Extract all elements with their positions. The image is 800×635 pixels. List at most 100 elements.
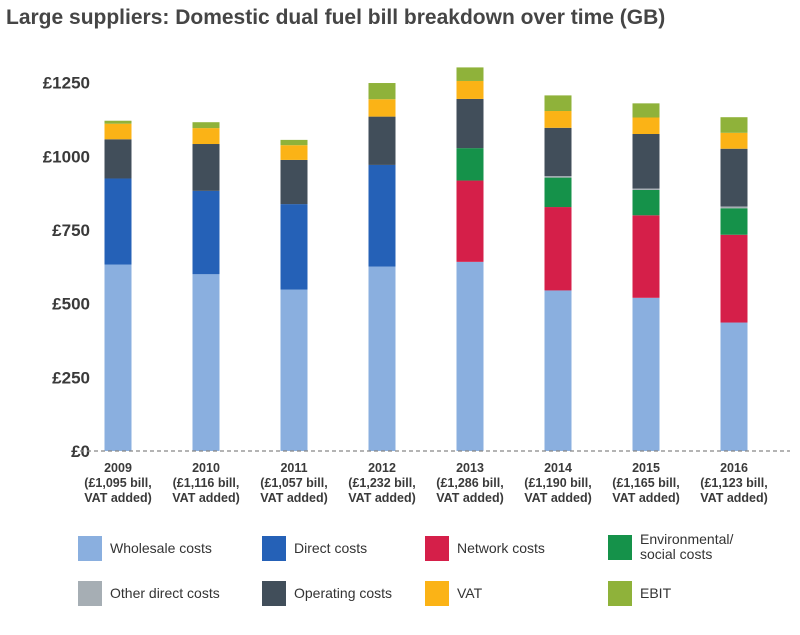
bar-segment-environmental-social-costs	[544, 177, 572, 208]
bar-segment-direct-costs	[192, 190, 220, 275]
legend-item: Network costs	[425, 536, 545, 561]
y-tick-label: £250	[52, 368, 90, 387]
bar-segment-ebit	[104, 120, 132, 124]
x-axis: 2009 (£1,095 bill, VAT added)2010 (£1,116 b…	[84, 461, 768, 505]
x-tick-label-line: (£1,286 bill,	[436, 476, 503, 490]
x-tick-label: 2011 (£1,057 bill, VAT added)	[260, 461, 328, 505]
bar-stack-2011	[280, 139, 308, 451]
bar-segment-ebit	[632, 103, 660, 118]
x-tick-label-line: (£1,095 bill,	[84, 476, 151, 490]
legend-label: Wholesale costs	[110, 540, 212, 556]
legend-item: Direct costs	[262, 536, 367, 561]
x-tick-label: 2014 (£1,190 bill, VAT added)	[524, 461, 592, 505]
x-tick-label-line: VAT added)	[348, 491, 416, 505]
bar-segment-wholesale-costs	[192, 274, 220, 451]
legend-swatch	[262, 581, 286, 606]
x-tick-label-line: 2010	[192, 461, 220, 475]
x-tick-label-line: 2016	[720, 461, 748, 475]
x-tick-label-line: (£1,232 bill,	[348, 476, 415, 490]
x-tick-label-line: VAT added)	[612, 491, 680, 505]
x-tick-label-line: VAT added)	[84, 491, 152, 505]
chart-title: Large suppliers: Domestic dual fuel bill…	[6, 6, 666, 29]
bar-segment-operating-costs	[720, 148, 748, 207]
bar-segment-vat	[104, 123, 132, 140]
bar-segment-operating-costs	[104, 139, 132, 179]
bar-segment-operating-costs	[632, 133, 660, 189]
bar-segment-other-direct-costs	[544, 176, 572, 178]
x-tick-label-line: 2009	[104, 461, 132, 475]
x-tick-label-line: 2012	[368, 461, 396, 475]
bar-stack-2015	[632, 103, 660, 451]
legend-item: Wholesale costs	[78, 536, 212, 561]
x-tick-label: 2010 (£1,116 bill, VAT added)	[172, 461, 240, 505]
bar-stack-2009	[104, 120, 132, 451]
bar-stack-2016	[720, 117, 748, 451]
x-tick-label-line: VAT added)	[700, 491, 768, 505]
legend-label: Operating costs	[294, 585, 393, 601]
bar-segment-wholesale-costs	[280, 289, 308, 451]
bar-segment-operating-costs	[280, 159, 308, 205]
bar-segment-vat	[456, 80, 484, 99]
y-tick-label: £1000	[43, 147, 90, 166]
x-tick-label-line: VAT added)	[436, 491, 504, 505]
legend-swatch	[78, 581, 102, 606]
y-tick-label: £500	[52, 295, 90, 314]
legend-swatch	[78, 536, 102, 561]
bar-segment-vat	[720, 132, 748, 149]
x-tick-label-line: (£1,165 bill,	[612, 476, 679, 490]
bar-segment-other-direct-costs	[720, 206, 748, 209]
bar-segment-wholesale-costs	[104, 264, 132, 451]
x-tick-label-line: 2011	[280, 461, 307, 475]
bar-segment-ebit	[368, 83, 396, 100]
chart-legend: Wholesale costs Direct costs Network costs…	[78, 530, 798, 630]
bar-segment-wholesale-costs	[368, 266, 396, 451]
legend-label: Network costs	[457, 540, 545, 556]
legend-item: Operating costs	[262, 581, 392, 606]
bar-segment-ebit	[720, 117, 748, 133]
bar-segment-ebit	[192, 122, 220, 129]
x-tick-label-line: (£1,116 bill,	[173, 476, 240, 490]
legend-swatch	[262, 536, 286, 561]
x-tick-label: 2012 (£1,232 bill, VAT added)	[348, 461, 416, 505]
y-tick-label: £1250	[43, 74, 90, 93]
x-tick-label-line: 2015	[632, 461, 660, 475]
x-tick-label-line: (£1,057 bill,	[260, 476, 327, 490]
bar-segment-operating-costs	[192, 144, 220, 191]
bar-segment-vat	[192, 128, 220, 145]
bar-segment-network-costs	[632, 215, 660, 298]
x-tick-label-line: VAT added)	[524, 491, 592, 505]
bar-segment-vat	[544, 111, 572, 128]
legend-label: VAT	[457, 585, 483, 601]
legend-item: EBIT	[608, 581, 671, 606]
legend-swatch	[425, 581, 449, 606]
bar-segment-direct-costs	[104, 178, 132, 265]
bar-segment-ebit	[280, 139, 308, 146]
bar-segment-network-costs	[720, 234, 748, 323]
legend-item: Environmental/ social costs	[608, 532, 760, 562]
legend-label: Other direct costs	[110, 585, 220, 601]
bar-segment-environmental-social-costs	[632, 189, 660, 216]
legend-label: Environmental/ social costs	[640, 531, 734, 562]
bar-stack-2013	[456, 67, 484, 451]
y-tick-label: £750	[52, 221, 90, 240]
legend-label: Direct costs	[294, 540, 368, 556]
bar-stack-2012	[368, 83, 396, 451]
bar-segment-wholesale-costs	[720, 322, 748, 451]
x-tick-label-line: 2013	[456, 461, 484, 475]
bar-segment-operating-costs	[456, 98, 484, 149]
bar-segment-vat	[368, 99, 396, 117]
legend-item: VAT	[425, 581, 482, 606]
legend-swatch	[608, 581, 632, 606]
y-axis: £0£250£500£750£1000£1250	[43, 74, 90, 461]
bar-segment-direct-costs	[368, 164, 396, 267]
x-tick-label: 2013 (£1,286 bill, VAT added)	[436, 461, 504, 505]
stacked-bar-chart: £0£250£500£750£1000£1250 2009 (£1,095 bil…	[43, 67, 790, 505]
legend-item: Other direct costs	[78, 581, 220, 606]
bar-segment-direct-costs	[280, 204, 308, 290]
bar-segment-operating-costs	[368, 116, 396, 165]
legend-swatch	[608, 534, 632, 560]
bar-segment-vat	[280, 145, 308, 160]
bar-segment-operating-costs	[544, 127, 572, 177]
x-tick-label-line: VAT added)	[172, 491, 240, 505]
bar-segment-ebit	[456, 67, 484, 81]
